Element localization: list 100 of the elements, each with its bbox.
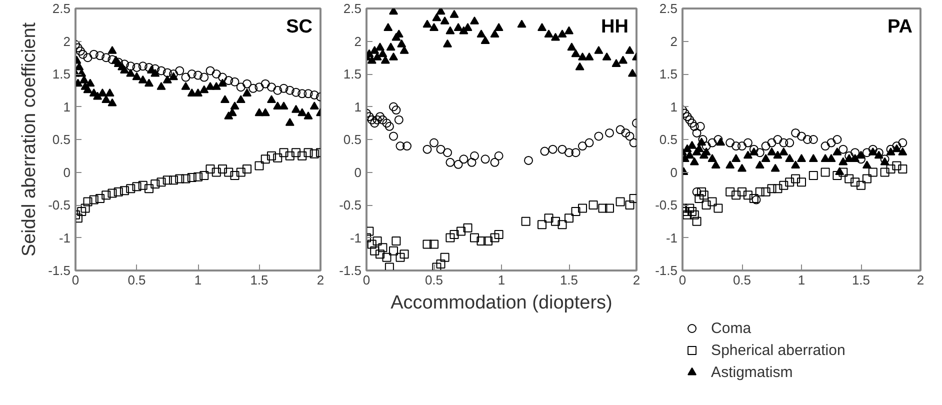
- point: [394, 115, 404, 124]
- y-tick-label: -1.5: [339, 263, 362, 278]
- point: [248, 84, 258, 93]
- point: [254, 161, 264, 170]
- point: [156, 66, 166, 76]
- point: [761, 154, 770, 162]
- point: [370, 46, 380, 54]
- point: [838, 168, 848, 177]
- point: [685, 204, 694, 213]
- point: [378, 115, 388, 124]
- point: [194, 70, 202, 80]
- point: [808, 171, 818, 180]
- point: [490, 233, 500, 242]
- point: [767, 138, 776, 148]
- point: [862, 174, 872, 184]
- point: [785, 178, 794, 187]
- point: [212, 168, 221, 177]
- point: [292, 88, 300, 97]
- point: [200, 85, 209, 94]
- point: [260, 79, 270, 88]
- point: [517, 20, 526, 28]
- point: [446, 26, 455, 34]
- point: [773, 135, 782, 144]
- point: [868, 147, 878, 156]
- point: [384, 23, 393, 31]
- point: [396, 252, 405, 262]
- point: [544, 214, 554, 223]
- point: [578, 52, 587, 60]
- point: [558, 30, 567, 38]
- x-axis-title: Accommodation (diopters): [390, 292, 612, 314]
- point: [779, 180, 788, 190]
- point: [832, 171, 842, 180]
- point: [372, 236, 382, 246]
- point: [732, 190, 741, 200]
- point: [467, 158, 476, 167]
- point: [540, 146, 550, 156]
- point: [490, 158, 500, 167]
- point: [114, 187, 123, 196]
- point: [880, 157, 890, 166]
- point: [230, 171, 240, 180]
- point: [212, 70, 221, 78]
- point: [743, 190, 752, 200]
- point: [685, 115, 694, 124]
- point: [242, 164, 252, 174]
- y-tick-label: 0.5: [659, 132, 678, 147]
- point: [732, 142, 741, 151]
- point: [242, 88, 252, 96]
- point: [400, 250, 409, 259]
- point: [156, 178, 166, 187]
- point: [494, 230, 504, 239]
- point: [708, 197, 717, 206]
- point: [181, 72, 190, 82]
- chart-title: HH: [601, 16, 629, 38]
- point: [150, 180, 160, 189]
- point: [618, 56, 628, 64]
- point: [850, 178, 860, 187]
- point: [162, 176, 172, 185]
- point: [544, 30, 554, 38]
- point: [386, 42, 396, 51]
- point: [699, 190, 708, 200]
- point: [820, 142, 830, 151]
- point: [791, 160, 800, 169]
- x-tick-label: 2: [916, 272, 924, 288]
- point: [459, 154, 468, 164]
- point: [298, 151, 307, 160]
- point: [755, 187, 764, 196]
- point: [440, 252, 450, 262]
- point: [370, 118, 380, 128]
- point: [558, 144, 567, 154]
- point: [797, 132, 806, 141]
- point: [396, 142, 405, 151]
- point: [389, 132, 398, 141]
- point: [598, 204, 608, 213]
- point: [304, 111, 313, 120]
- point: [175, 66, 184, 76]
- point: [376, 250, 384, 259]
- point: [625, 200, 634, 210]
- point: [224, 76, 234, 86]
- point: [267, 95, 276, 104]
- point: [454, 23, 463, 31]
- legend-label: Coma: [711, 320, 752, 337]
- point: [236, 168, 246, 177]
- point: [826, 138, 836, 148]
- x-tick-label: 2: [316, 272, 324, 288]
- point: [446, 158, 455, 167]
- point: [120, 186, 129, 196]
- point: [450, 230, 459, 239]
- point: [856, 150, 866, 159]
- point: [126, 62, 136, 71]
- point: [187, 70, 196, 78]
- point: [83, 197, 92, 206]
- y-tick-label: 0: [63, 164, 71, 180]
- point: [594, 46, 604, 54]
- point: [80, 204, 90, 213]
- point: [898, 147, 908, 156]
- point: [714, 204, 723, 213]
- point: [273, 153, 282, 162]
- point: [105, 88, 114, 96]
- point: [150, 68, 160, 77]
- point: [218, 72, 227, 82]
